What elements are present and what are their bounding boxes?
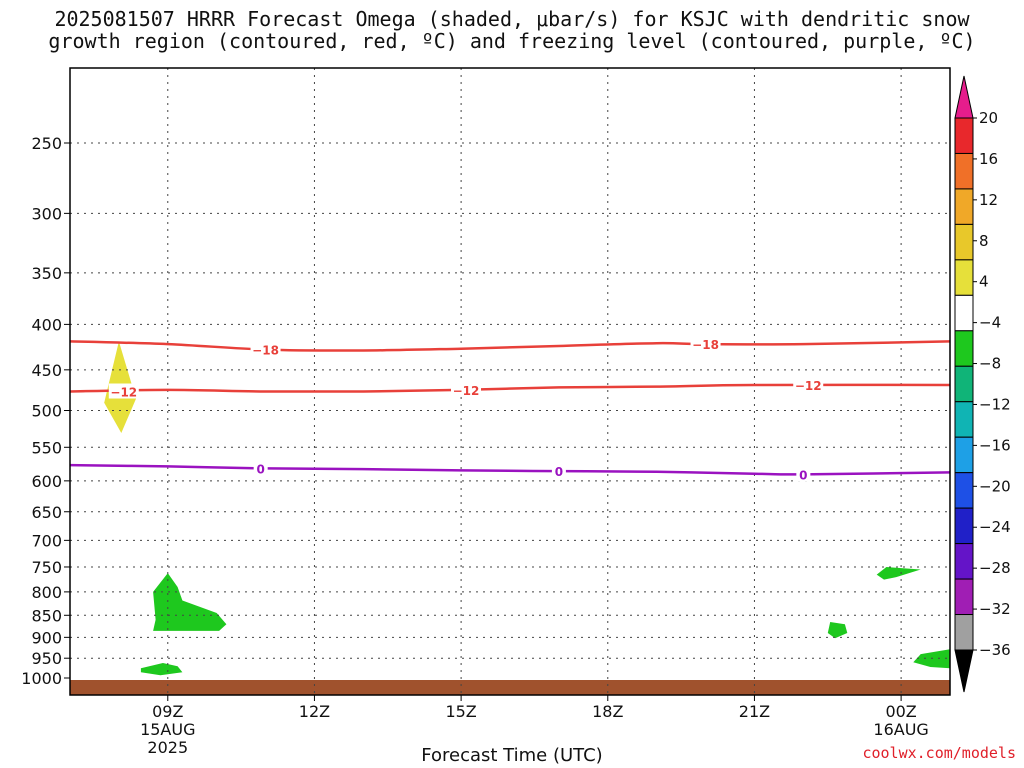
colorbar-label: 16 [979,150,998,168]
colorbar-label: −4 [979,314,1001,332]
contour-label: 0 [799,468,807,482]
colorbar-segment [954,436,974,474]
y-tick-label: 250 [31,134,62,153]
contour-label-bg [253,460,268,476]
contour-line [70,340,950,352]
contour-label-bg [796,466,811,482]
y-tick-label: 400 [31,315,62,334]
omega-region [140,663,183,676]
y-tick-label: 450 [31,361,62,380]
x-tick-label: 2025 [147,738,188,757]
colorbar-segment [954,294,974,332]
contour-label: 0 [555,465,563,479]
y-tick-label: 900 [31,628,62,647]
x-tick-label: 15AUG [140,720,195,739]
y-tick-label: 750 [31,558,62,577]
contour-label-bg [108,383,139,399]
colorbar-segment [954,614,974,651]
colorbar-segment [954,365,974,403]
contour-label-bg [551,463,566,479]
y-tick-label: 950 [31,649,62,668]
contour-label-bg [793,376,824,392]
x-tick-label: 15Z [445,702,476,721]
omega-region [153,573,227,631]
colorbar-label: −16 [979,436,1011,454]
colorbar-label: −8 [979,355,1001,373]
contour-label-bg [250,341,281,357]
contour-label: 0 [256,462,264,476]
contour-label: −12 [453,384,480,398]
y-tick-label: 500 [31,402,62,421]
omega-region [876,567,921,580]
ground-band [70,680,950,695]
colorbar-segment [954,507,974,545]
colorbar-label: −12 [979,395,1011,413]
contour-label: −18 [252,344,279,358]
chart-title: 2025081507 HRRR Forecast Omega (shaded, … [0,8,1024,52]
colorbar-max-arrow [954,75,974,119]
colorbar-label: 20 [979,109,998,127]
x-tick-label: 09Z [152,702,183,721]
colorbar-segment [954,152,974,190]
y-tick-label: 300 [31,204,62,223]
x-tick-label: 21Z [739,702,770,721]
colorbar-segment [954,472,974,509]
x-tick-label: 12Z [299,702,330,721]
y-tick-label: 650 [31,503,62,522]
x-tick-label: 00Z [885,702,916,721]
colorbar-min-arrow [954,649,974,693]
colorbar-label: 8 [979,232,989,250]
colorbar-segment [954,259,974,296]
colorbar-segment [954,117,974,154]
colorbar-segment [954,543,974,580]
contour-line [70,463,950,476]
contour-label-bg [451,381,481,397]
contour-label: −18 [692,338,719,352]
colorbar-label: −24 [979,518,1011,536]
colorbar-label: −20 [979,477,1011,495]
y-tick-label: 350 [31,264,62,283]
chart-title-line1: 2025081507 HRRR Forecast Omega (shaded, … [54,7,970,31]
contour-label: −12 [795,379,822,393]
colorbar-segment [954,401,974,438]
x-tick-label: 18Z [592,702,623,721]
colorbar-label: −32 [979,600,1011,618]
colorbar-label: 12 [979,191,998,209]
colorbar-label: −28 [979,559,1011,577]
y-tick-label: 1000 [21,669,62,688]
x-tick-label: 16AUG [873,720,928,739]
colorbar-label: 4 [979,273,989,291]
plot-frame [69,67,951,696]
y-tick-label: 550 [31,438,62,457]
colorbar-segment [954,188,974,225]
contour-label-bg [690,336,721,352]
y-tick-label: 800 [31,583,62,602]
chart-title-line2: growth region (contoured, red, ºC) and f… [48,29,976,53]
omega-region [827,622,848,639]
colorbar-segment [954,223,974,261]
colorbar-label: −36 [979,641,1011,659]
contour-label: −12 [110,386,137,400]
source-credit: coolwx.com/models [862,744,1016,762]
x-axis-label: Forecast Time (UTC) [421,745,603,766]
colorbar-segment [954,578,974,616]
y-tick-label: 850 [31,606,62,625]
colorbar-segment [954,330,974,367]
y-tick-label: 600 [31,472,62,491]
y-tick-label: 700 [31,531,62,550]
